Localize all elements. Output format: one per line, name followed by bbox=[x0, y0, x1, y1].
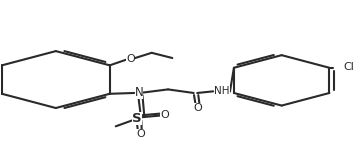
Text: O: O bbox=[126, 53, 135, 63]
Text: NH: NH bbox=[214, 86, 230, 96]
Text: O: O bbox=[136, 129, 145, 139]
Text: N: N bbox=[135, 86, 143, 100]
Text: S: S bbox=[132, 112, 142, 125]
Text: O: O bbox=[160, 110, 169, 120]
Text: O: O bbox=[194, 103, 202, 113]
Text: Cl: Cl bbox=[344, 62, 354, 72]
